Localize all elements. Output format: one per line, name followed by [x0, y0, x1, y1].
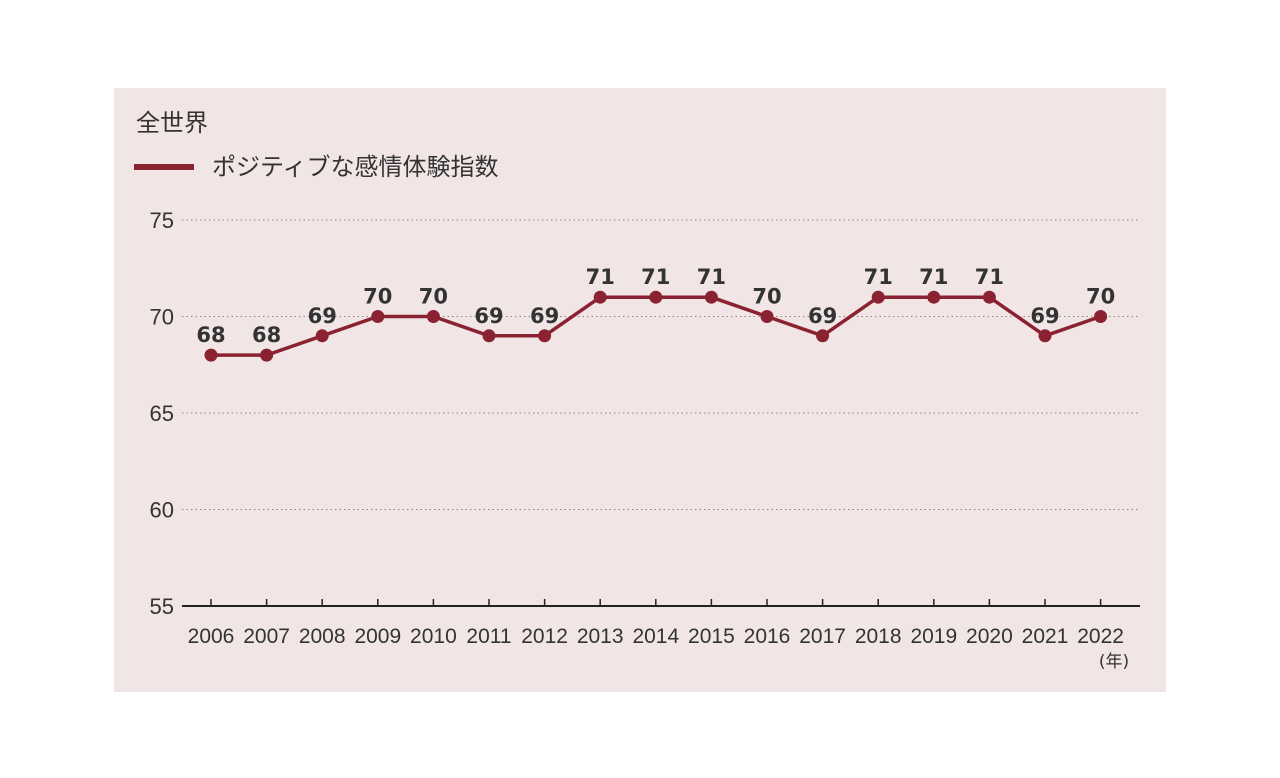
data-point [982, 290, 996, 304]
grid-lines [182, 219, 1140, 510]
x-axis-ticks: 2006 2007 2008 2009 2010 2011 2012 2013 2014 2015… [188, 599, 1124, 648]
chart-title: 全世界 [136, 109, 208, 137]
series-line [211, 295, 1102, 357]
data-point [593, 290, 607, 304]
data-labels: 68 68 69 70 70 69 69 71 71 71 70 69 71 71 71 69 70 [196, 265, 1115, 347]
x-tick-label: 2017 [799, 625, 846, 648]
data-point [1094, 310, 1108, 323]
y-tick-label: 75 [150, 208, 174, 233]
x-tick-label: 2007 [243, 625, 290, 648]
data-label: 70 [363, 285, 392, 309]
x-tick-label: 2010 [410, 625, 457, 648]
data-label: 69 [530, 304, 559, 328]
data-label: 71 [975, 265, 1004, 289]
data-point [260, 348, 274, 362]
data-point [482, 329, 496, 343]
chart-panel [114, 88, 1166, 692]
legend-label: ポジティブな感情体験指数 [212, 153, 499, 181]
data-label: 71 [586, 265, 615, 289]
data-point [927, 290, 941, 304]
data-point [649, 290, 663, 304]
x-tick-label: 2009 [354, 625, 401, 648]
data-label: 70 [419, 285, 448, 309]
data-label: 70 [752, 285, 781, 309]
data-point [371, 310, 385, 323]
x-tick-label: 2006 [188, 625, 235, 648]
data-point [760, 310, 774, 323]
data-label: 71 [864, 265, 893, 289]
data-point [704, 290, 718, 304]
x-tick-label: 2021 [1022, 625, 1069, 648]
x-tick-label: 2011 [466, 625, 511, 648]
data-point [426, 310, 440, 323]
x-tick-label: 2016 [744, 625, 791, 648]
data-label: 71 [641, 265, 670, 289]
x-tick-label: 2018 [855, 625, 902, 648]
data-label: 69 [308, 304, 337, 328]
data-label: 69 [1030, 304, 1059, 328]
x-tick-label: 2020 [966, 625, 1013, 648]
data-label: 71 [697, 265, 726, 289]
data-point [204, 348, 218, 362]
x-tick-label: 2013 [577, 625, 624, 648]
data-point [315, 329, 329, 343]
x-tick-label: 2015 [688, 625, 735, 648]
data-label: 70 [1086, 285, 1115, 309]
x-axis-unit: (年) [1099, 652, 1129, 672]
y-tick-label: 65 [150, 401, 174, 426]
y-tick-label: 70 [150, 305, 174, 330]
data-label: 68 [196, 323, 225, 347]
data-label: 69 [474, 304, 503, 328]
data-point [871, 290, 885, 304]
data-label: 69 [808, 304, 837, 328]
data-label: 71 [919, 265, 948, 289]
y-tick-label: 55 [150, 594, 174, 619]
data-points [204, 290, 1108, 362]
x-tick-label: 2014 [632, 625, 679, 648]
x-tick-label: 2008 [299, 625, 346, 648]
x-tick-label: 2012 [521, 625, 568, 648]
x-tick-label: 2022 [1077, 625, 1124, 648]
data-point [816, 329, 830, 343]
data-point [538, 329, 552, 343]
y-axis-ticks: 55 60 65 70 75 [150, 208, 174, 619]
data-label: 68 [252, 323, 281, 347]
data-point [1038, 329, 1052, 343]
x-tick-label: 2019 [910, 625, 957, 648]
y-tick-label: 60 [150, 498, 174, 523]
